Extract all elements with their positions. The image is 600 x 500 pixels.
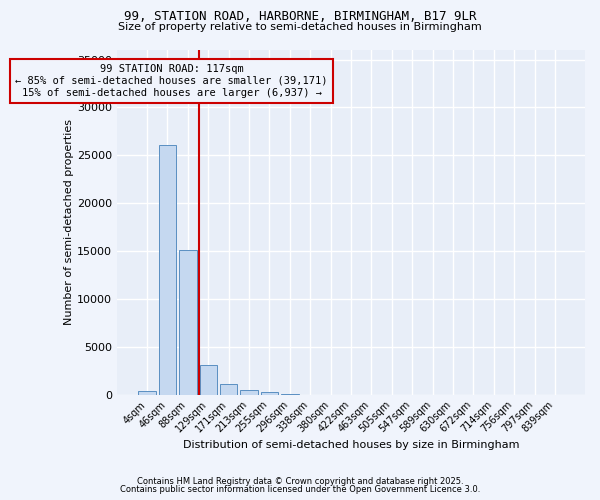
X-axis label: Distribution of semi-detached houses by size in Birmingham: Distribution of semi-detached houses by … <box>183 440 520 450</box>
Bar <box>200 365 217 394</box>
Text: Contains HM Land Registry data © Crown copyright and database right 2025.: Contains HM Land Registry data © Crown c… <box>137 477 463 486</box>
Bar <box>159 145 176 394</box>
Text: Size of property relative to semi-detached houses in Birmingham: Size of property relative to semi-detach… <box>118 22 482 32</box>
Bar <box>220 384 238 394</box>
Bar <box>139 391 156 394</box>
Y-axis label: Number of semi-detached properties: Number of semi-detached properties <box>64 120 74 326</box>
Text: 99, STATION ROAD, HARBORNE, BIRMINGHAM, B17 9LR: 99, STATION ROAD, HARBORNE, BIRMINGHAM, … <box>124 10 476 23</box>
Text: 99 STATION ROAD: 117sqm
← 85% of semi-detached houses are smaller (39,171)
15% o: 99 STATION ROAD: 117sqm ← 85% of semi-de… <box>16 64 328 98</box>
Bar <box>261 392 278 394</box>
Bar <box>241 390 258 394</box>
Bar <box>179 250 197 394</box>
Text: Contains public sector information licensed under the Open Government Licence 3.: Contains public sector information licen… <box>120 485 480 494</box>
